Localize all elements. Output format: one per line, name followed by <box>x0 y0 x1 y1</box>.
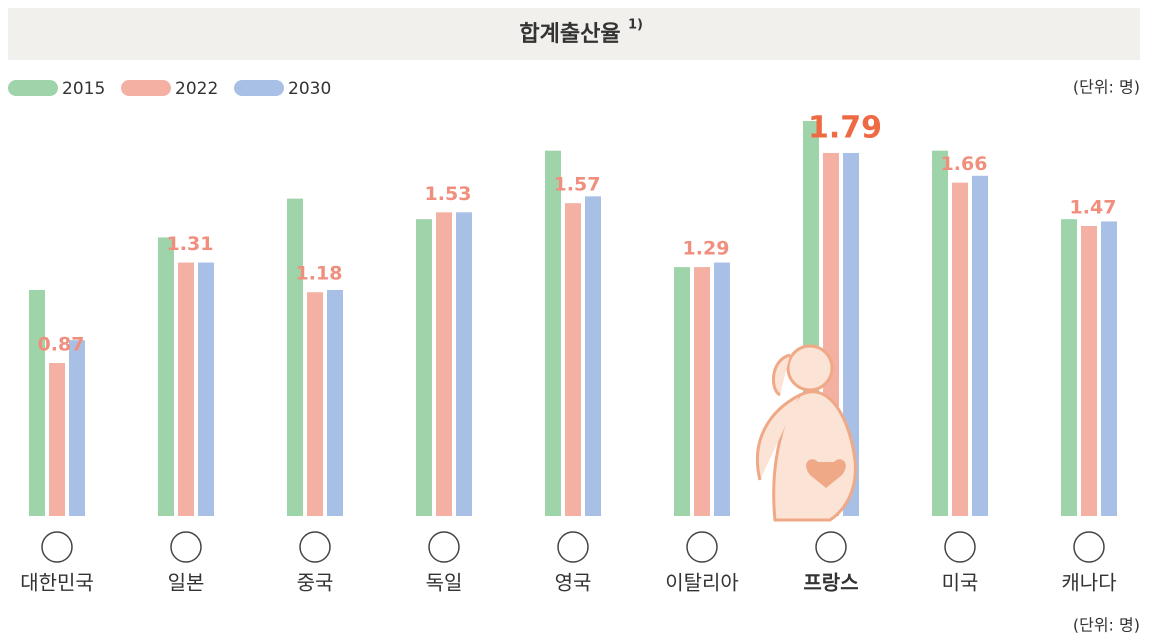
bar <box>436 212 452 517</box>
bar <box>69 340 85 516</box>
bar <box>198 262 214 516</box>
chart-title: 합계출산율 <box>519 21 620 47</box>
legend-swatch <box>121 80 171 96</box>
value-label: 1.66 <box>941 153 988 175</box>
legend-label: 2022 <box>175 79 218 99</box>
bar <box>178 262 194 516</box>
bar <box>1101 221 1117 516</box>
x-tick-label: 캐나다 <box>1061 571 1116 595</box>
flag <box>557 531 589 563</box>
bar <box>585 196 601 517</box>
flag <box>815 531 847 563</box>
value-label: 1.47 <box>1070 197 1117 219</box>
bar <box>29 289 45 516</box>
value-label: 1.29 <box>683 238 730 260</box>
bar <box>952 182 968 516</box>
x-tick-label: 이탈리아 <box>665 571 739 595</box>
title-bar <box>8 8 1140 60</box>
x-tick-label: 독일 <box>426 571 463 595</box>
bar <box>674 267 690 516</box>
bar <box>972 175 988 517</box>
bar <box>456 212 472 517</box>
value-label: 1.57 <box>554 174 601 196</box>
bar <box>287 198 303 516</box>
value-label: 1.79 <box>808 110 882 145</box>
bar <box>1081 226 1097 516</box>
bar <box>327 289 343 516</box>
flag <box>170 531 202 563</box>
value-label: 0.87 <box>38 334 85 356</box>
value-label: 1.53 <box>425 183 472 205</box>
flag <box>428 531 460 563</box>
value-label: 1.18 <box>296 263 343 285</box>
x-tick-label: 대한민국 <box>20 571 94 595</box>
bar <box>49 363 65 516</box>
flag <box>299 531 331 563</box>
title-note: 1) <box>628 18 643 33</box>
flag <box>944 531 976 563</box>
value-label: 1.31 <box>167 233 214 255</box>
bar <box>416 219 432 516</box>
legend-label: 2015 <box>62 79 105 99</box>
bar <box>565 203 581 516</box>
flag <box>1073 531 1105 563</box>
flag <box>41 531 73 563</box>
bar <box>545 150 561 516</box>
bar <box>714 262 730 516</box>
unit: (단위: 명) <box>1073 616 1140 635</box>
bar <box>932 150 948 516</box>
x-tick-label: 프랑스 <box>803 571 858 595</box>
bar <box>694 267 710 516</box>
legend-label: 2030 <box>288 79 331 99</box>
x-tick-label: 중국 <box>297 571 334 595</box>
flag <box>686 531 718 563</box>
bar <box>158 237 174 516</box>
pregnant-icon <box>755 344 857 522</box>
x-tick-label: 일본 <box>168 571 205 595</box>
unit: (단위: 명) <box>1073 78 1140 97</box>
bar <box>1061 219 1077 516</box>
x-tick-label: 미국 <box>942 571 979 595</box>
bar <box>307 292 323 516</box>
legend-swatch <box>234 80 284 96</box>
legend-swatch <box>8 80 58 96</box>
x-tick-label: 영국 <box>555 571 592 595</box>
